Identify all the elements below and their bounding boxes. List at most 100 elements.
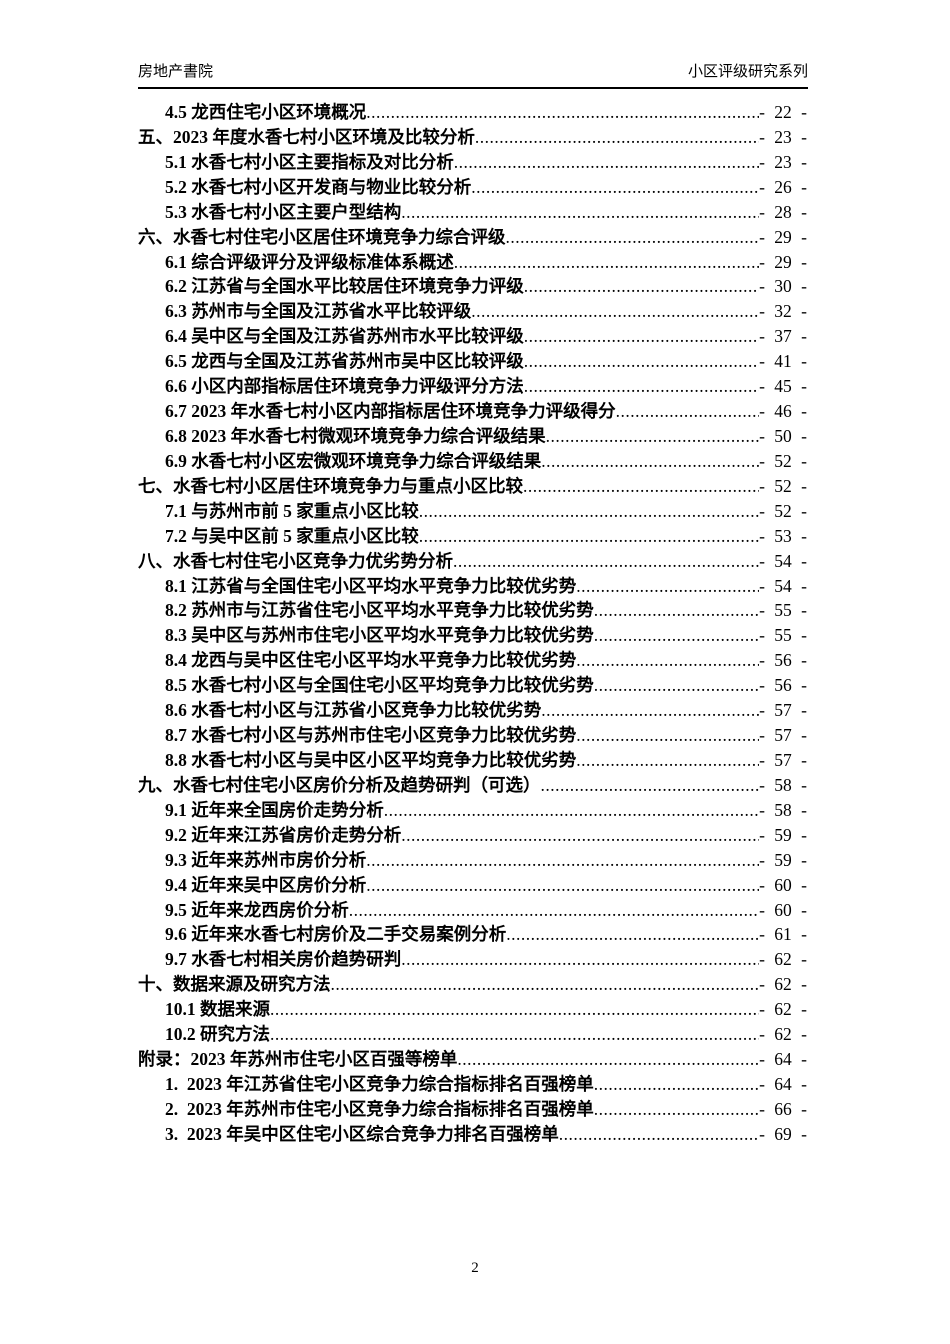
toc-entry: 10.1 数据来源 - 62 -: [138, 997, 807, 1022]
toc-page-number: - 46 -: [759, 401, 807, 422]
toc-entry: 9.1 近年来全国房价走势分析 - 58 -: [138, 798, 807, 823]
toc-entry: 十、数据来源及研究方法 - 62 -: [138, 972, 807, 997]
toc-entry-label: 8.3 吴中区与苏州市住宅小区平均水平竞争力比较优劣势: [165, 625, 594, 646]
toc-dot-leader: [523, 474, 759, 499]
toc-entry-label: 6.8 2023 年水香七村微观环境竞争力综合评级结果: [165, 425, 546, 446]
toc-dot-leader: [576, 574, 759, 599]
toc-entry-label: 九、水香七村住宅小区房价分析及趋势研判（可选）: [138, 774, 541, 795]
toc-entry: 2. 2023 年苏州市住宅小区竞争力综合指标排名百强榜单 - 66 -: [138, 1097, 807, 1122]
toc-entry-label: 附录：2023 年苏州市住宅小区百强等榜单: [138, 1049, 458, 1070]
toc-entry: 6.7 2023 年水香七村小区内部指标居住环境竞争力评级得分 - 46 -: [138, 399, 807, 424]
toc-entry: 九、水香七村住宅小区房价分析及趋势研判（可选） - 58 -: [138, 773, 807, 798]
toc-page-number: - 62 -: [759, 974, 807, 995]
toc-page-number: - 60 -: [759, 899, 807, 920]
toc-entry-label: 5.3 水香七村小区主要户型结构: [165, 201, 402, 222]
toc-page-number: - 28 -: [759, 201, 807, 222]
toc-page-number: - 52 -: [759, 475, 807, 496]
toc-page-number: - 26 -: [759, 176, 807, 197]
toc-dot-leader: [419, 524, 759, 549]
toc-entry: 附录：2023 年苏州市住宅小区百强等榜单 - 64 -: [138, 1047, 807, 1072]
toc-page-number: - 66 -: [759, 1098, 807, 1119]
toc-page-number: - 61 -: [759, 924, 807, 945]
toc-page-number: - 69 -: [759, 1123, 807, 1144]
toc-dot-leader: [594, 623, 759, 648]
toc-entry: 9.3 近年来苏州市房价分析 - 59 -: [138, 848, 807, 873]
toc-entry-label: 3. 2023 年吴中区住宅小区综合竞争力排名百强榜单: [165, 1123, 559, 1144]
toc-dot-leader: [457, 1047, 759, 1072]
footer-page-number: 2: [471, 1260, 479, 1276]
toc-dot-leader: [546, 424, 759, 449]
toc-entry: 9.4 近年来吴中区房价分析 - 60 -: [138, 873, 807, 898]
toc-entry-label: 6.3 苏州市与全国及江苏省水平比较评级: [165, 301, 472, 322]
toc-dot-leader: [616, 399, 759, 424]
toc-entry-label: 2. 2023 年苏州市住宅小区竞争力综合指标排名百强榜单: [165, 1098, 594, 1119]
toc-entry: 五、2023 年度水香七村小区环境及比较分析 - 23 -: [138, 125, 807, 150]
toc-dot-leader: [349, 898, 759, 923]
toc-dot-leader: [576, 723, 759, 748]
toc-entry-label: 8.8 水香七村小区与吴中区小区平均竞争力比较优劣势: [165, 749, 577, 770]
toc-dot-leader: [506, 225, 760, 250]
toc-dot-leader: [366, 873, 759, 898]
toc-entry-label: 七、水香七村小区居住环境竞争力与重点小区比较: [138, 475, 523, 496]
toc-entry: 6.2 江苏省与全国水平比较居住环境竞争力评级 - 30 -: [138, 274, 807, 299]
toc-page-number: - 29 -: [759, 251, 807, 272]
toc-page-number: - 29 -: [759, 226, 807, 247]
toc-page-number: - 56 -: [759, 675, 807, 696]
toc-entry: 9.5 近年来龙西房价分析 - 60 -: [138, 898, 807, 923]
toc-entry: 7.1 与苏州市前 5 家重点小区比较 - 52 -: [138, 499, 807, 524]
toc-entry-label: 9.1 近年来全国房价走势分析: [165, 799, 384, 820]
toc-entry-label: 8.7 水香七村小区与苏州市住宅小区竞争力比较优劣势: [165, 725, 577, 746]
toc-page-number: - 58 -: [759, 799, 807, 820]
toc-dot-leader: [559, 1122, 759, 1147]
toc-page-number: - 62 -: [759, 999, 807, 1020]
toc-entry-label: 9.7 水香七村相关房价趋势研判: [165, 949, 402, 970]
toc-dot-leader: [524, 274, 759, 299]
toc-entry: 10.2 研究方法 - 62 -: [138, 1022, 807, 1047]
toc-page-number: - 22 -: [759, 102, 807, 122]
toc-entry: 9.6 近年来水香七村房价及二手交易案例分析 - 61 -: [138, 922, 807, 947]
toc-entry-label: 7.1 与苏州市前 5 家重点小区比较: [165, 500, 419, 521]
toc-entry-label: 8.1 江苏省与全国住宅小区平均水平竞争力比较优劣势: [165, 575, 577, 596]
toc-entry: 6.9 水香七村小区宏微观环境竞争力综合评级结果 - 52 -: [138, 449, 807, 474]
toc-entry: 6.8 2023 年水香七村微观环境竞争力综合评级结果 - 50 -: [138, 424, 807, 449]
toc-dot-leader: [401, 200, 759, 225]
toc-entry-label: 五、2023 年度水香七村小区环境及比较分析: [138, 126, 475, 147]
toc-entry: 8.8 水香七村小区与吴中区小区平均竞争力比较优劣势 - 57 -: [138, 748, 807, 773]
toc-entry: 八、水香七村住宅小区竞争力优劣势分析 - 54 -: [138, 549, 807, 574]
toc-dot-leader: [453, 549, 759, 574]
toc-entry-label: 9.5 近年来龙西房价分析: [165, 899, 349, 920]
toc-entry: 六、水香七村住宅小区居住环境竞争力综合评级 - 29 -: [138, 225, 807, 250]
toc-entry-label: 8.5 水香七村小区与全国住宅小区平均竞争力比较优劣势: [165, 675, 594, 696]
toc-dot-leader: [541, 698, 759, 723]
toc-entry-label: 八、水香七村住宅小区竞争力优劣势分析: [138, 550, 453, 571]
toc-dot-leader: [454, 250, 759, 275]
toc-entry: 9.2 近年来江苏省房价走势分析 - 59 -: [138, 823, 807, 848]
toc-page-number: - 41 -: [759, 351, 807, 372]
toc-entry-label: 10.1 数据来源: [165, 999, 270, 1020]
toc-page-number: - 45 -: [759, 376, 807, 397]
toc-entry-label: 六、水香七村住宅小区居住环境竞争力综合评级: [138, 226, 506, 247]
header-left-text: 房地产書院: [138, 63, 214, 80]
toc-dot-leader: [471, 175, 759, 200]
page-header: 房地产書院 小区评级研究系列: [138, 62, 808, 89]
toc-page-number: - 23 -: [759, 126, 807, 147]
toc-dot-leader: [366, 100, 759, 125]
toc-page-number: - 60 -: [759, 874, 807, 895]
toc-page-number: - 57 -: [759, 749, 807, 770]
toc-dot-leader: [366, 848, 759, 873]
toc-page-number: - 56 -: [759, 650, 807, 671]
toc-dot-leader: [541, 449, 759, 474]
toc-dot-leader: [471, 299, 759, 324]
toc-page-number: - 30 -: [759, 276, 807, 297]
toc-entry: 5.1 水香七村小区主要指标及对比分析 - 23 -: [138, 150, 807, 175]
toc-entry-label: 9.2 近年来江苏省房价走势分析: [165, 824, 402, 845]
toc-entry: 6.6 小区内部指标居住环境竞争力评级评分方法 - 45 -: [138, 374, 807, 399]
toc-page-number: - 55 -: [759, 625, 807, 646]
toc-entry: 8.6 水香七村小区与江苏省小区竞争力比较优劣势 - 57 -: [138, 698, 807, 723]
toc-entry: 1. 2023 年江苏省住宅小区竞争力综合指标排名百强榜单 - 64 -: [138, 1072, 807, 1097]
page-footer: 2: [0, 1258, 950, 1278]
toc-page-number: - 58 -: [759, 774, 807, 795]
toc-entry: 5.3 水香七村小区主要户型结构 - 28 -: [138, 200, 807, 225]
toc-dot-leader: [541, 773, 760, 798]
